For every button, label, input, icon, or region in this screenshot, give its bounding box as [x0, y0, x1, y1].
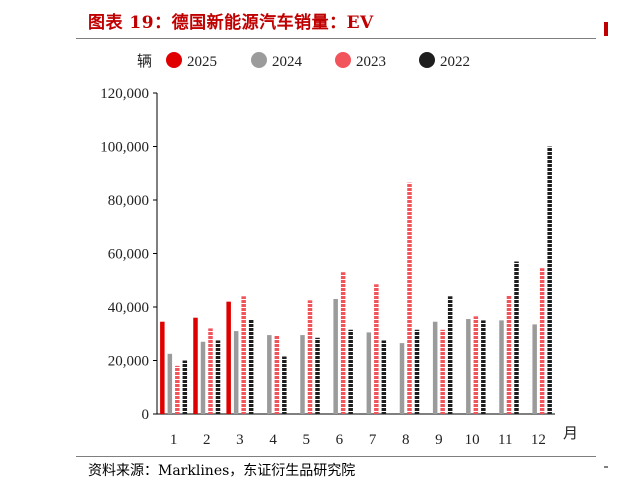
- chart-legend: 辆 2025 2024 2023 2022: [137, 52, 470, 70]
- bar-2024-month-4: [267, 335, 272, 414]
- bar-2024-month-8: [399, 343, 405, 414]
- x-tick-label: 10: [465, 432, 480, 448]
- page-edge-marker-bottom: [604, 466, 608, 468]
- legend-label-2025: 2025: [187, 54, 217, 70]
- legend-swatch-2022: [419, 52, 435, 68]
- bar-2023-month-9: [440, 329, 445, 414]
- source-note: 资料来源：Marklines，东证衍生品研究院: [88, 463, 356, 479]
- bar-2024-month-5: [300, 335, 305, 414]
- y-tick-label: 80,000: [108, 193, 149, 209]
- x-tick-label: 12: [531, 432, 546, 448]
- bar-2024-month-9: [432, 321, 438, 414]
- bar-2022-month-4: [282, 356, 287, 414]
- bar-2024-month-2: [200, 341, 206, 414]
- bar-2025-month-2: [193, 317, 198, 414]
- y-tick-label: 0: [142, 407, 150, 423]
- bar-2022-month-2: [215, 340, 221, 414]
- bar-2022-month-5: [315, 337, 320, 414]
- source-divider: [76, 456, 596, 457]
- x-tick-label: 7: [369, 432, 377, 448]
- bar-2025-month-1: [160, 321, 165, 414]
- legend-swatch-2024: [251, 52, 267, 68]
- y-tick-label: 100,000: [100, 140, 149, 156]
- bar-2023-month-12: [539, 268, 545, 414]
- chart-bars: [160, 146, 552, 414]
- bar-2022-month-12: [547, 146, 552, 414]
- chart-axes: 0 20,000 40,000 60,000 80,000 100,000 120,000 1…: [100, 86, 555, 448]
- bar-2023-month-3: [241, 296, 246, 414]
- chart-title: 图表 19：德国新能源汽车销量：EV: [88, 13, 374, 33]
- x-tick-label: 3: [236, 432, 244, 448]
- bar-2024-month-11: [499, 320, 504, 414]
- bar-2023-month-10: [473, 316, 479, 414]
- x-tick-label: 9: [435, 432, 443, 448]
- bar-2022-month-11: [514, 261, 519, 414]
- legend-label-2024: 2024: [272, 54, 303, 70]
- bar-2022-month-7: [381, 340, 387, 414]
- page-edge-marker: [604, 22, 608, 36]
- y-tick-label: 120,000: [100, 86, 149, 102]
- bar-2022-month-3: [248, 319, 254, 414]
- bar-2024-month-1: [167, 353, 173, 414]
- x-tick-label: 2: [203, 432, 211, 448]
- x-tick-label: 1: [170, 432, 178, 448]
- y-tick-label: 20,000: [108, 354, 149, 370]
- bar-2024-month-12: [532, 324, 537, 414]
- x-tick-label: 5: [303, 432, 311, 448]
- bar-2023-month-6: [340, 272, 346, 414]
- x-tick-label: 4: [269, 432, 277, 448]
- x-tick-label: 11: [498, 432, 512, 448]
- y-tick-label: 60,000: [108, 247, 149, 263]
- x-tick-label: 6: [336, 432, 344, 448]
- bar-2023-month-8: [407, 182, 412, 414]
- bar-2022-month-10: [481, 320, 486, 414]
- bar-2023-month-5: [307, 300, 313, 414]
- title-divider: [76, 38, 596, 39]
- bar-2024-month-6: [333, 298, 338, 414]
- bar-2024-month-10: [466, 319, 471, 414]
- x-tick-label: 8: [402, 432, 410, 448]
- legend-swatch-2023: [335, 52, 351, 68]
- y-tick-label: 40,000: [108, 300, 149, 316]
- bar-2023-month-1: [175, 365, 180, 414]
- bar-2022-month-9: [447, 296, 453, 414]
- bar-2022-month-6: [348, 329, 353, 414]
- y-axis-unit-label: 辆: [137, 53, 152, 70]
- bar-2023-month-2: [208, 328, 213, 414]
- bar-2022-month-8: [414, 329, 420, 414]
- bar-2023-month-7: [374, 284, 379, 414]
- legend-swatch-2025: [166, 52, 182, 68]
- bar-2024-month-3: [233, 331, 239, 414]
- x-axis-unit-label: 月: [563, 426, 578, 442]
- legend-label-2023: 2023: [356, 54, 386, 70]
- bar-2024-month-7: [366, 332, 372, 414]
- bar-2022-month-1: [182, 360, 188, 414]
- bar-2025-month-3: [226, 301, 231, 414]
- bar-2023-month-11: [506, 294, 512, 414]
- legend-label-2022: 2022: [440, 54, 470, 70]
- bar-2023-month-4: [274, 335, 280, 414]
